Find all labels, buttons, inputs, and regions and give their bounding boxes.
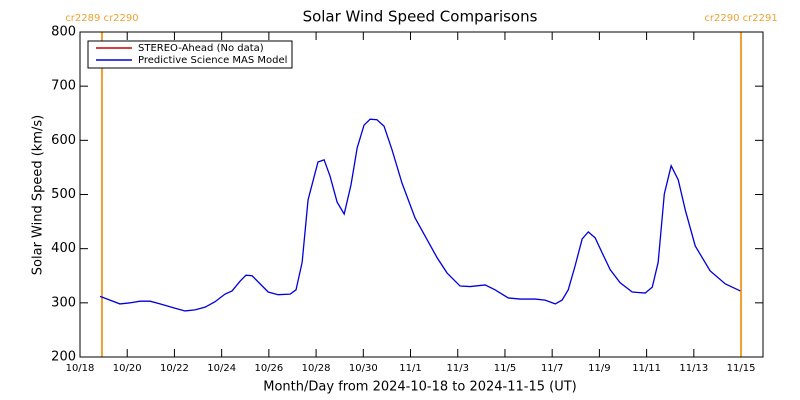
x-tick-label: 11/1 [399, 363, 421, 374]
legend-label: STEREO-Ahead (No data) [138, 43, 264, 54]
y-axis-label: Solar Wind Speed (km/s) [31, 115, 46, 275]
data-line [99, 118, 741, 312]
y-tick-label: 800 [51, 25, 76, 40]
x-tick-label: 11/11 [632, 363, 661, 374]
x-tick-label: 10/24 [207, 363, 236, 374]
x-tick-label: 11/13 [679, 363, 708, 374]
y-tick-label: 500 [51, 187, 76, 202]
chart-title: Solar Wind Speed Comparisons [303, 8, 538, 26]
legend: STEREO-Ahead (No data)Predictive Science… [87, 40, 293, 69]
marker-label: cr2289 cr2290 [65, 13, 138, 24]
x-tick-label: 10/18 [66, 363, 95, 374]
x-axis-label: Month/Day from 2024-10-18 to 2024-11-15 … [263, 380, 576, 395]
x-tick-label: 11/3 [447, 363, 469, 374]
y-tick-label: 600 [51, 133, 76, 148]
y-tick-label: 200 [51, 350, 76, 365]
marker-label: cr2290 cr2291 [704, 13, 777, 24]
x-tick-label: 10/30 [349, 363, 378, 374]
plot-frame [79, 31, 764, 358]
x-tick-label: 11/7 [541, 363, 563, 374]
legend-box [87, 40, 293, 69]
y-tick-label: 300 [51, 295, 76, 310]
x-tick-label: 11/15 [727, 363, 756, 374]
x-tick-label: 10/22 [160, 363, 189, 374]
x-tick-label: 10/20 [113, 363, 142, 374]
y-tick-label: 700 [51, 79, 76, 94]
x-tick-label: 10/26 [254, 363, 283, 374]
legend-label: Predictive Science MAS Model [138, 55, 287, 66]
y-tick-label: 400 [51, 241, 76, 256]
x-tick-label: 11/5 [494, 363, 516, 374]
x-tick-label: 10/28 [302, 363, 331, 374]
x-tick-label: 11/9 [588, 363, 610, 374]
